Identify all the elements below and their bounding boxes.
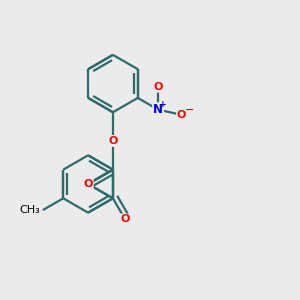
Text: O: O (177, 110, 186, 120)
Text: O: O (120, 214, 130, 224)
Text: O: O (83, 179, 93, 189)
Text: CH₃: CH₃ (19, 205, 40, 215)
Text: +: + (159, 100, 167, 109)
Text: −: − (185, 104, 195, 115)
Text: O: O (154, 82, 163, 92)
Text: O: O (108, 136, 118, 146)
Text: N: N (153, 103, 163, 116)
